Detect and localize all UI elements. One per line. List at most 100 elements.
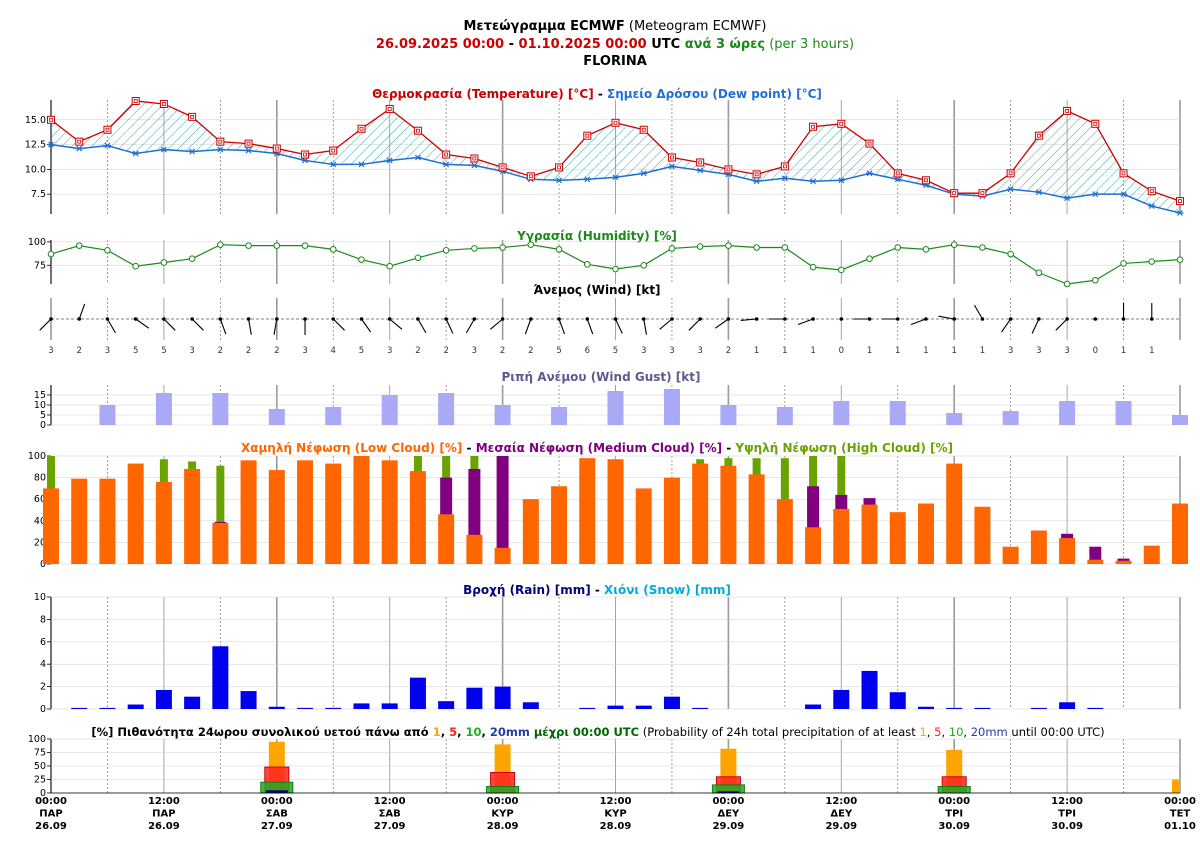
low-cloud-bar bbox=[522, 499, 539, 564]
dewpoint-point bbox=[103, 142, 111, 149]
dewpoint-marker-d2 bbox=[838, 177, 845, 184]
dewpoint-marker-d2 bbox=[1064, 195, 1071, 202]
rain-bar bbox=[889, 692, 906, 709]
humidity-point bbox=[1120, 260, 1127, 267]
rain-bar bbox=[494, 686, 511, 709]
temperature-point bbox=[131, 96, 140, 105]
wind-barb bbox=[1001, 318, 1012, 333]
x-label-day: ΠΑΡ bbox=[152, 809, 175, 820]
wind-dot bbox=[1037, 317, 1041, 321]
low-cloud-bar bbox=[692, 463, 709, 564]
low-cloud-bar bbox=[466, 534, 483, 564]
dewpoint-marker-d2 bbox=[330, 161, 337, 168]
wind-dot bbox=[133, 317, 138, 321]
low-cloud-bar bbox=[635, 488, 652, 564]
wind-dot bbox=[811, 317, 815, 321]
wind-dot bbox=[190, 317, 194, 321]
low-cloud-bar bbox=[805, 527, 822, 564]
wind-speed-label: 6 bbox=[585, 346, 590, 356]
dewpoint-marker-d2 bbox=[76, 145, 83, 152]
wind-barb bbox=[797, 318, 814, 325]
y-tick-label: 80 bbox=[34, 473, 46, 484]
humidity-point bbox=[273, 242, 281, 249]
temperature-point-inner bbox=[1121, 171, 1126, 176]
y-tick-label: 100 bbox=[28, 237, 46, 248]
probability-20mm-bar bbox=[265, 790, 288, 793]
gust-bar bbox=[663, 389, 680, 425]
y-tick-label: 15 bbox=[34, 390, 46, 401]
wind-barb bbox=[659, 318, 673, 330]
wind-barb bbox=[938, 315, 955, 320]
wind-dot bbox=[246, 317, 251, 321]
dewpoint-marker-d2 bbox=[1035, 189, 1042, 196]
low-cloud-bar bbox=[1115, 560, 1132, 564]
wind-speed-label: 3 bbox=[302, 346, 307, 356]
humidity-point bbox=[950, 241, 958, 248]
dewpoint-marker-d2 bbox=[1120, 191, 1127, 198]
wind-dot bbox=[1121, 317, 1126, 321]
gust-bar bbox=[720, 405, 737, 425]
dewpoint-marker-d2 bbox=[669, 163, 675, 170]
humidity-point bbox=[1176, 256, 1184, 263]
wind-barb bbox=[417, 318, 427, 334]
temperature-point bbox=[75, 137, 84, 146]
temperature-point-inner bbox=[726, 167, 731, 172]
wind-dot bbox=[952, 317, 956, 321]
humidity-point bbox=[583, 261, 591, 268]
x-label-date: 27.09 bbox=[374, 821, 406, 832]
wind-dot bbox=[500, 317, 505, 321]
wind-dot bbox=[895, 317, 900, 321]
low-cloud-bar bbox=[268, 470, 285, 564]
wind-speed-label: 2 bbox=[528, 346, 533, 356]
low-cloud-bar bbox=[1087, 559, 1104, 564]
humidity-point bbox=[668, 245, 676, 252]
temperature-point bbox=[555, 163, 564, 172]
temperature-point bbox=[357, 124, 366, 133]
y-tick-label: 20 bbox=[34, 537, 46, 548]
rain-bar bbox=[240, 691, 257, 709]
temperature-point-inner bbox=[133, 99, 138, 103]
temperature-point bbox=[470, 154, 479, 163]
dewpoint-point bbox=[1148, 203, 1156, 209]
dewpoint-point bbox=[781, 175, 789, 182]
temperature-point bbox=[413, 126, 422, 135]
dewpoint-marker-d2 bbox=[358, 161, 365, 168]
dewpoint-marker-d2 bbox=[48, 141, 54, 148]
dewpoint-point bbox=[809, 178, 817, 185]
wind-dot bbox=[1093, 317, 1098, 321]
low-cloud-bar bbox=[1172, 503, 1188, 564]
y-tick-label: 6 bbox=[40, 637, 46, 648]
rain-bar bbox=[71, 707, 88, 709]
low-cloud-bar bbox=[325, 463, 342, 564]
wind-speed-label: 5 bbox=[133, 346, 138, 356]
humidity-point bbox=[781, 244, 789, 251]
dewpoint-point bbox=[1063, 195, 1071, 202]
wind-dot bbox=[783, 317, 787, 321]
rain-bar bbox=[184, 696, 201, 709]
temperature-point bbox=[696, 158, 705, 167]
wind-barb bbox=[163, 318, 176, 331]
dewpoint-point bbox=[442, 161, 450, 168]
y-tick-label: 0 bbox=[40, 704, 46, 715]
temperature-point bbox=[385, 104, 394, 113]
wind-barb bbox=[106, 318, 116, 334]
gust-bar bbox=[99, 405, 116, 425]
rain-bar bbox=[127, 704, 144, 709]
wind-dot bbox=[613, 317, 618, 321]
wind-barb bbox=[219, 318, 227, 335]
y-tick-label: 5 bbox=[40, 410, 46, 421]
humidity-point bbox=[527, 241, 535, 248]
wind-speed-label: 2 bbox=[274, 346, 279, 356]
rain-bar bbox=[607, 705, 624, 709]
dewpoint-marker-d2 bbox=[1177, 210, 1183, 216]
rain-bar bbox=[833, 689, 850, 709]
temperature-point bbox=[752, 170, 761, 179]
rain-bar bbox=[522, 702, 539, 709]
probability-20mm-bar bbox=[717, 791, 740, 793]
wind-speed-label: 1 bbox=[980, 346, 985, 356]
humidity-point bbox=[499, 244, 506, 251]
humidity-point bbox=[866, 255, 873, 263]
wind-speed-label: 3 bbox=[1036, 346, 1041, 356]
temperature-point-inner bbox=[77, 139, 82, 144]
wind-speed-label: 1 bbox=[810, 346, 815, 356]
